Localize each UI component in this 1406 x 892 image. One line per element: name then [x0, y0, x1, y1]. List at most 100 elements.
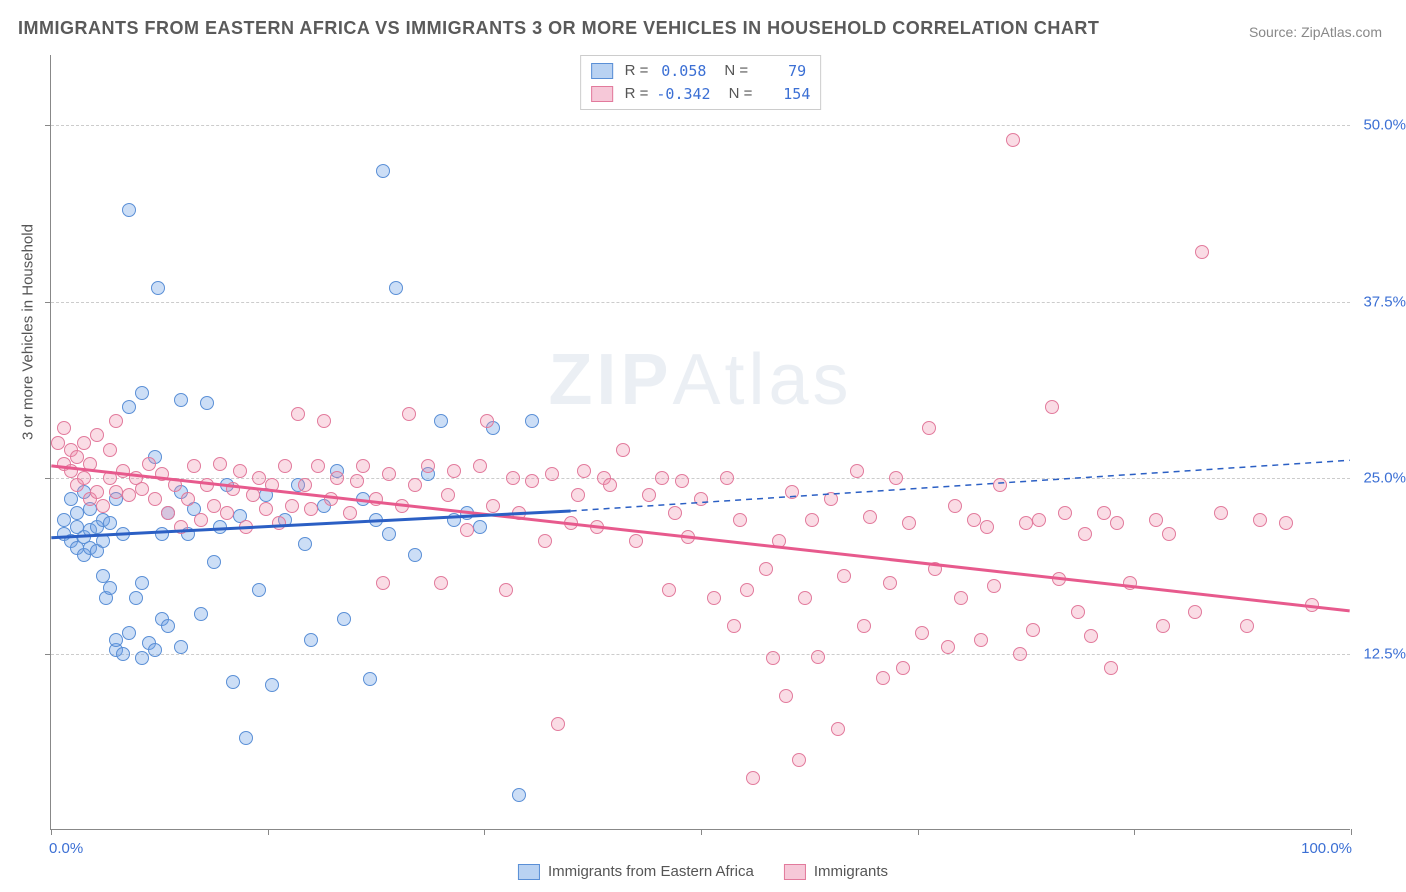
scatter-point: [824, 492, 838, 506]
scatter-point: [265, 478, 279, 492]
scatter-point: [434, 414, 448, 428]
scatter-point: [304, 633, 318, 647]
scatter-point: [460, 523, 474, 537]
scatter-point: [473, 520, 487, 534]
scatter-point: [324, 492, 338, 506]
scatter-point: [252, 583, 266, 597]
tick-mark: [45, 302, 51, 303]
scatter-point: [151, 281, 165, 295]
legend-swatch-blue: [591, 63, 613, 79]
scatter-point: [90, 485, 104, 499]
legend-stats: R = 0.058 N = 79 R = -0.342 N = 154: [580, 55, 822, 110]
scatter-point: [103, 443, 117, 457]
scatter-point: [116, 647, 130, 661]
scatter-point: [473, 459, 487, 473]
scatter-point: [1032, 513, 1046, 527]
scatter-point: [421, 459, 435, 473]
scatter-point: [447, 464, 461, 478]
scatter-point: [233, 464, 247, 478]
gridline: [51, 654, 1350, 655]
scatter-point: [1052, 572, 1066, 586]
scatter-point: [272, 516, 286, 530]
y-tick-label: 50.0%: [1356, 117, 1406, 134]
scatter-point: [681, 530, 695, 544]
y-axis-title: 3 or more Vehicles in Household: [20, 224, 37, 440]
r-label: R =: [625, 60, 649, 83]
scatter-point: [863, 510, 877, 524]
scatter-point: [356, 492, 370, 506]
scatter-point: [792, 753, 806, 767]
scatter-point: [57, 421, 71, 435]
scatter-point: [142, 457, 156, 471]
scatter-point: [577, 464, 591, 478]
scatter-point: [382, 527, 396, 541]
scatter-point: [616, 443, 630, 457]
scatter-point: [896, 661, 910, 675]
scatter-point: [226, 482, 240, 496]
scatter-point: [779, 689, 793, 703]
scatter-point: [90, 428, 104, 442]
source-link[interactable]: ZipAtlas.com: [1301, 24, 1382, 40]
scatter-point: [1188, 605, 1202, 619]
scatter-point: [122, 400, 136, 414]
scatter-point: [155, 527, 169, 541]
scatter-point: [1279, 516, 1293, 530]
scatter-point: [1078, 527, 1092, 541]
scatter-point: [122, 488, 136, 502]
scatter-point: [246, 488, 260, 502]
scatter-point: [148, 643, 162, 657]
scatter-point: [1123, 576, 1137, 590]
legend-swatch-pink: [591, 86, 613, 102]
scatter-point: [441, 488, 455, 502]
scatter-point: [161, 619, 175, 633]
scatter-point: [135, 651, 149, 665]
scatter-point: [785, 485, 799, 499]
legend-stats-row: R = -0.342 N = 154: [591, 83, 811, 106]
scatter-point: [174, 640, 188, 654]
scatter-point: [928, 562, 942, 576]
scatter-point: [395, 499, 409, 513]
scatter-point: [1195, 245, 1209, 259]
scatter-point: [51, 436, 65, 450]
scatter-point: [408, 548, 422, 562]
scatter-point: [1149, 513, 1163, 527]
scatter-point: [382, 467, 396, 481]
scatter-point: [70, 450, 84, 464]
scatter-point: [161, 506, 175, 520]
scatter-point: [226, 675, 240, 689]
source-attribution: Source: ZipAtlas.com: [1249, 24, 1382, 40]
scatter-point: [343, 506, 357, 520]
scatter-point: [122, 626, 136, 640]
scatter-point: [1026, 623, 1040, 637]
scatter-point: [987, 579, 1001, 593]
scatter-point: [337, 612, 351, 626]
scatter-point: [1058, 506, 1072, 520]
scatter-point: [64, 492, 78, 506]
scatter-point: [805, 513, 819, 527]
tick-mark: [268, 829, 269, 835]
scatter-point: [506, 471, 520, 485]
scatter-point: [200, 396, 214, 410]
scatter-point: [77, 436, 91, 450]
scatter-point: [772, 534, 786, 548]
scatter-point: [304, 502, 318, 516]
scatter-point: [213, 457, 227, 471]
scatter-point: [922, 421, 936, 435]
scatter-point: [902, 516, 916, 530]
tick-mark: [918, 829, 919, 835]
scatter-point: [389, 281, 403, 295]
scatter-point: [278, 459, 292, 473]
scatter-point: [363, 672, 377, 686]
scatter-point: [1084, 629, 1098, 643]
scatter-point: [1162, 527, 1176, 541]
scatter-point: [564, 516, 578, 530]
r-label: R =: [625, 83, 649, 106]
scatter-point: [811, 650, 825, 664]
scatter-point: [948, 499, 962, 513]
scatter-point: [499, 583, 513, 597]
scatter-point: [831, 722, 845, 736]
scatter-point: [1156, 619, 1170, 633]
scatter-point: [460, 506, 474, 520]
scatter-point: [103, 516, 117, 530]
scatter-point: [265, 678, 279, 692]
